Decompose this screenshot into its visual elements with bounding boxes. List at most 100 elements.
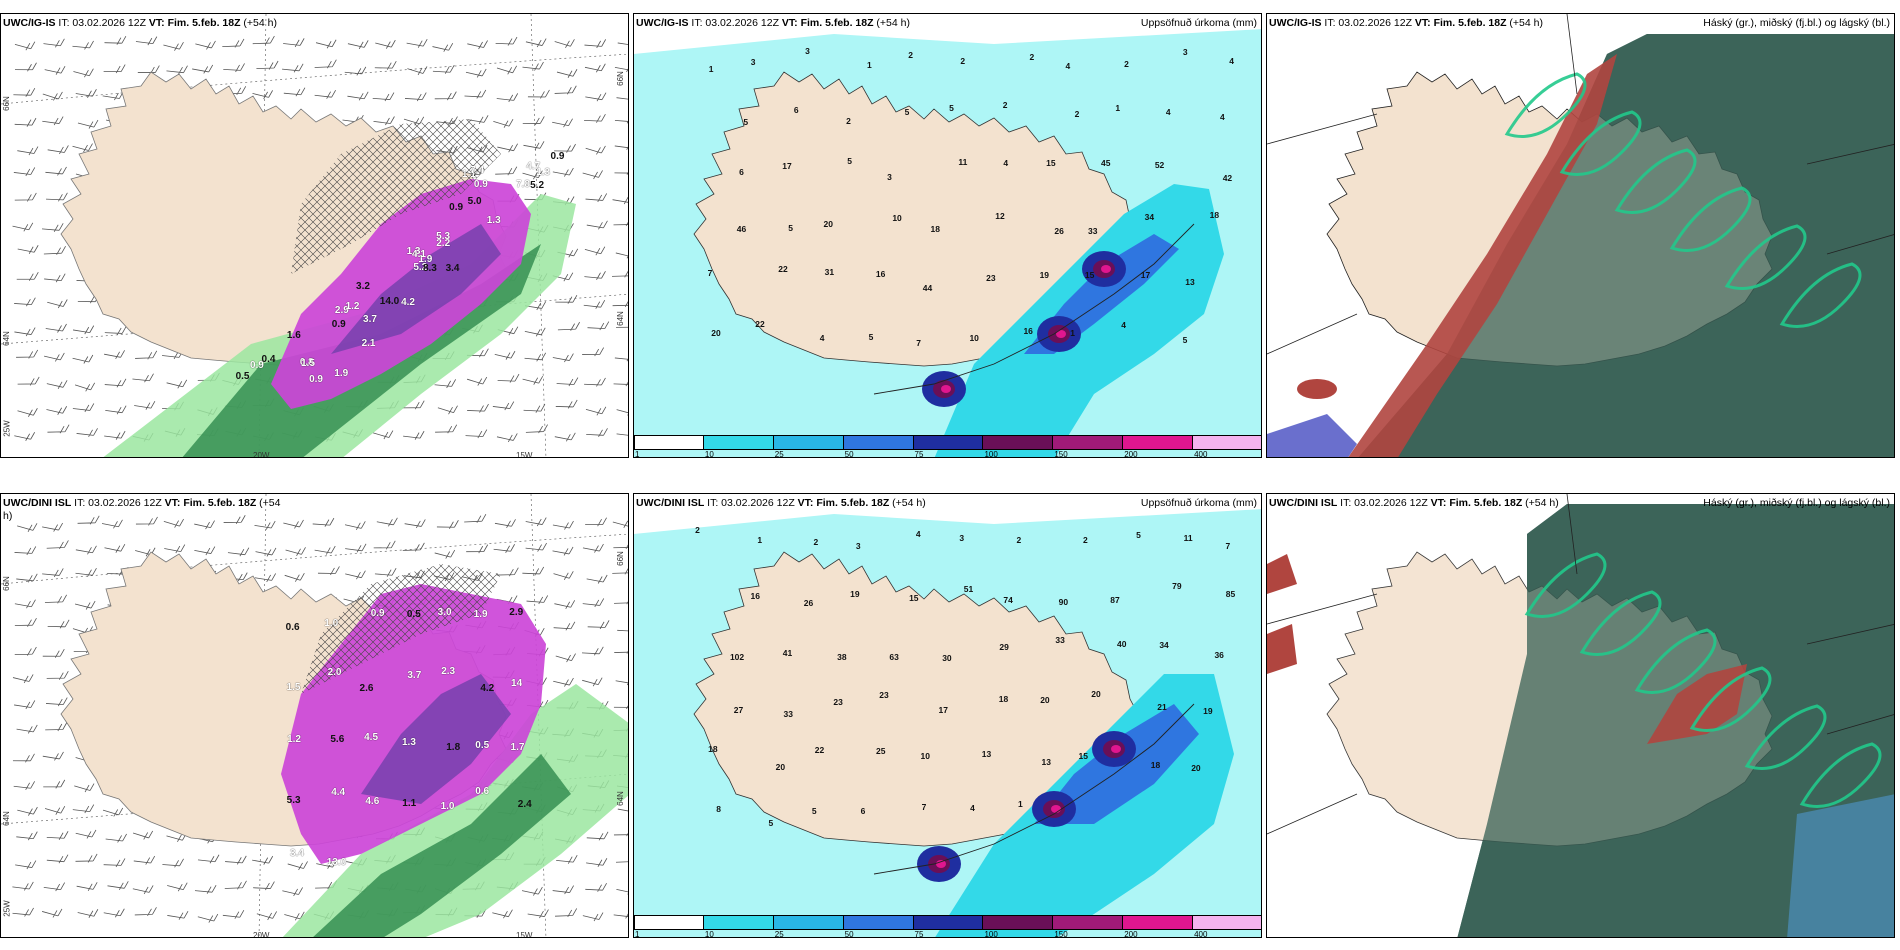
colorbar-tick-label: 150: [1054, 450, 1068, 458]
wind-value-label: 2.3: [441, 665, 456, 677]
precip-value-label: 18: [708, 744, 718, 755]
precip-value-label: 18: [1209, 210, 1220, 221]
precip-value-label: 15: [1046, 158, 1056, 168]
model-name: UWC/IG-IS: [3, 17, 56, 29]
colorbar-swatch: [773, 915, 844, 930]
init-time: IT: 03.02.2026 12Z: [704, 497, 798, 509]
mid-cloud-contours: [1504, 72, 1862, 328]
precip-value-label: 51: [963, 584, 974, 595]
wind-value-label: 5.0: [467, 196, 482, 208]
precip-value-label: 3: [959, 532, 965, 543]
wind-value-label: 2.6: [359, 682, 374, 694]
lead-time: (+54 h): [873, 17, 910, 29]
panel-ig-precip: 1 3 3 1 2 2 2 4 2 3 4 5 6 2 5 5 2 2 1 4 4 6 17 5 3 11 4 15 45 52 42 46 5…: [633, 13, 1262, 458]
precip-value-label: 20: [823, 218, 833, 229]
precip-value-label: 30: [942, 653, 952, 664]
precip-value-label: 31: [824, 266, 835, 277]
lat-label: 66N: [615, 551, 625, 566]
wind-value-label: 14: [511, 677, 523, 689]
precip-value-label: 46: [736, 223, 747, 234]
precip-value-label: 18: [930, 224, 940, 235]
precip-value-label: 4: [1065, 60, 1071, 71]
wind-value-label: 1.9: [334, 367, 349, 379]
precip-value-label: 13: [1185, 277, 1195, 288]
field-title: Háský (gr.), miðský (fj.bl.) og lágský (…: [1703, 497, 1890, 509]
wind-value-label: 3.4: [290, 848, 304, 860]
wind-value-label: 8.3: [422, 263, 437, 275]
precip-value-label: 6: [793, 104, 799, 115]
model-name: UWC/IG-IS: [1269, 17, 1322, 29]
precip-value-label: 15: [1084, 270, 1095, 280]
precip-value-label: 18: [998, 694, 1009, 705]
valid-time: VT: Fim. 5.feb. 18Z: [1414, 17, 1507, 29]
colorbar-swatch: [913, 435, 984, 450]
precip-value-label: 52: [1154, 159, 1165, 170]
lon-label: 15W: [516, 451, 533, 458]
precip-value-label: 5: [847, 155, 853, 166]
precip-value-label: 10: [892, 212, 902, 223]
wind-value-label: 1.2: [345, 301, 360, 313]
precip-value-label: 13: [981, 749, 992, 760]
model-name: UWC/DINI ISL: [1269, 497, 1338, 509]
field-title: Uppsöfnuð úrkoma (mm): [1140, 17, 1257, 29]
model-name: UWC/IG-IS: [636, 17, 689, 29]
panel-ig-wind: 20W 15W 66N 64N 25W 66N 64N 0.5 0.9 0.8 0.4 0.9 1.5 1…: [0, 13, 629, 458]
high-cloud-band: [1647, 664, 1747, 744]
wind-value-label: 0.9: [249, 359, 264, 371]
wind-value-label: 1.8: [446, 742, 461, 754]
lat-label: 64N: [1, 811, 11, 826]
precip-value-label: 87: [1110, 595, 1120, 606]
precip-value-label: 7: [707, 268, 713, 279]
wind-value-label: 1.5: [286, 681, 301, 693]
init-time: IT: 03.02.2026 12Z: [1321, 17, 1415, 29]
init-time: IT: 03.02.2026 12Z: [71, 497, 165, 509]
precip-value-label: 5: [788, 222, 794, 233]
wind-value-label: 3.7: [407, 670, 422, 682]
colorbar-swatch: [1193, 915, 1261, 930]
colorbar-tick-label: 1: [635, 930, 640, 938]
wind-value-label: 1.9: [418, 253, 433, 265]
panel-dini-precip: 2 1 2 3 4 3 2 2 5 11 7 16 26 19 15 51 74 90 87 79 85 102 41 38 6…: [633, 493, 1262, 938]
precip-value-label: 19: [1203, 705, 1213, 716]
precip-value-label: 22: [755, 319, 765, 330]
colorbar-swatch: [843, 915, 914, 930]
wind-value-label: 5.3: [436, 231, 451, 243]
precip-value-label: 26: [1054, 226, 1064, 237]
lat-label: 64N: [1, 331, 11, 346]
wind-green-area: [282, 684, 628, 937]
precip-value-label: 20: [775, 761, 786, 772]
precip-value-label: 90: [1058, 596, 1069, 607]
lead-time-wrap: h): [3, 510, 13, 522]
wind-value-label: 1.5: [300, 357, 315, 369]
precip-value-label: 33: [783, 708, 793, 719]
lat-label: 66N: [615, 71, 625, 86]
wind-value-label: 0.6: [475, 785, 490, 797]
colorbar-tick-label: 100: [984, 930, 998, 938]
precip-value-label: 20: [1191, 762, 1201, 773]
precip-value-label: 16: [875, 269, 886, 280]
colorbar-tick-label: 75: [914, 930, 924, 938]
wind-value-label: 0.8: [299, 356, 314, 368]
colorbar: 1 10 25 50 75 100 150 200 400: [634, 915, 1261, 938]
precip-value-label: 12: [995, 211, 1005, 222]
colorbar-swatch: [913, 915, 984, 930]
wind-value-label: 3.7: [363, 313, 377, 325]
wind-value-label: 2.4: [517, 799, 532, 811]
colorbar-tick-label: 25: [774, 930, 784, 938]
precip-value-label: 19: [850, 589, 860, 600]
precip-value-label: 4: [1121, 319, 1126, 330]
wind-value-label: 1.9: [473, 609, 488, 621]
lon-label: 15W: [516, 931, 533, 938]
precip-value-label: 7: [916, 338, 921, 349]
precip-value-label: 4: [1229, 55, 1234, 66]
precip-value-label: 33: [1055, 635, 1065, 646]
high-cloud-band: [1348, 54, 1617, 457]
precip-value-label: 4: [1219, 111, 1225, 122]
boundary-line: [873, 703, 1195, 875]
wind-value-label: 5.2: [530, 180, 545, 192]
precip-value-label: 5: [768, 818, 774, 829]
precip-value-label: 19: [1039, 270, 1050, 281]
boundary-lines: [1267, 494, 1894, 835]
field-title: Uppsöfnuð úrkoma (mm): [1140, 497, 1257, 509]
precip-value-label: 23: [833, 697, 843, 708]
